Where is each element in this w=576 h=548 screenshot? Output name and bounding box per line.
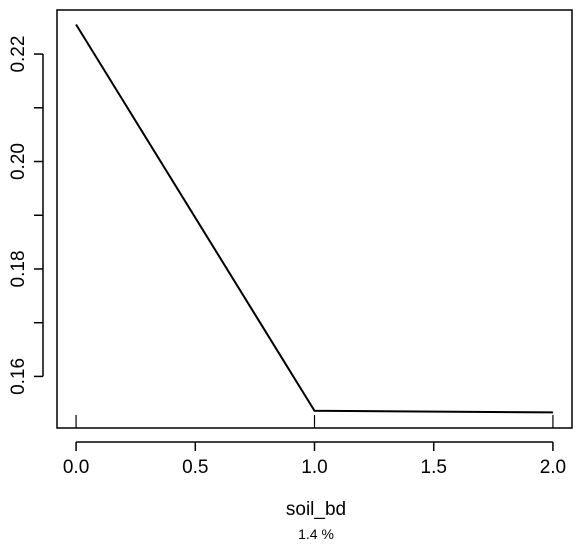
y-tick-label: 0.22 bbox=[8, 36, 29, 73]
x-axis-title: soil_bd bbox=[286, 499, 346, 520]
y-axis: 0.16 0.18 0.20 0.22 bbox=[8, 36, 44, 395]
plot-frame bbox=[56, 9, 573, 429]
y-tick-label: 0.20 bbox=[8, 143, 29, 180]
subtitle-note: 1.4 % bbox=[298, 526, 334, 542]
x-tick-label: 2.0 bbox=[540, 457, 566, 478]
x-tick-label: 1.5 bbox=[421, 457, 447, 478]
y-tick-label: 0.18 bbox=[8, 250, 29, 287]
x-tick-label: 0.5 bbox=[182, 457, 208, 478]
x-tick-label: 0.0 bbox=[63, 457, 89, 478]
x-axis: 0.0 0.5 1.0 1.5 2.0 bbox=[63, 441, 566, 478]
x-tick-label: 1.0 bbox=[301, 457, 327, 478]
rug-marks bbox=[75, 415, 554, 428]
y-tick-label: 0.16 bbox=[8, 358, 29, 395]
series-line bbox=[75, 23, 553, 414]
